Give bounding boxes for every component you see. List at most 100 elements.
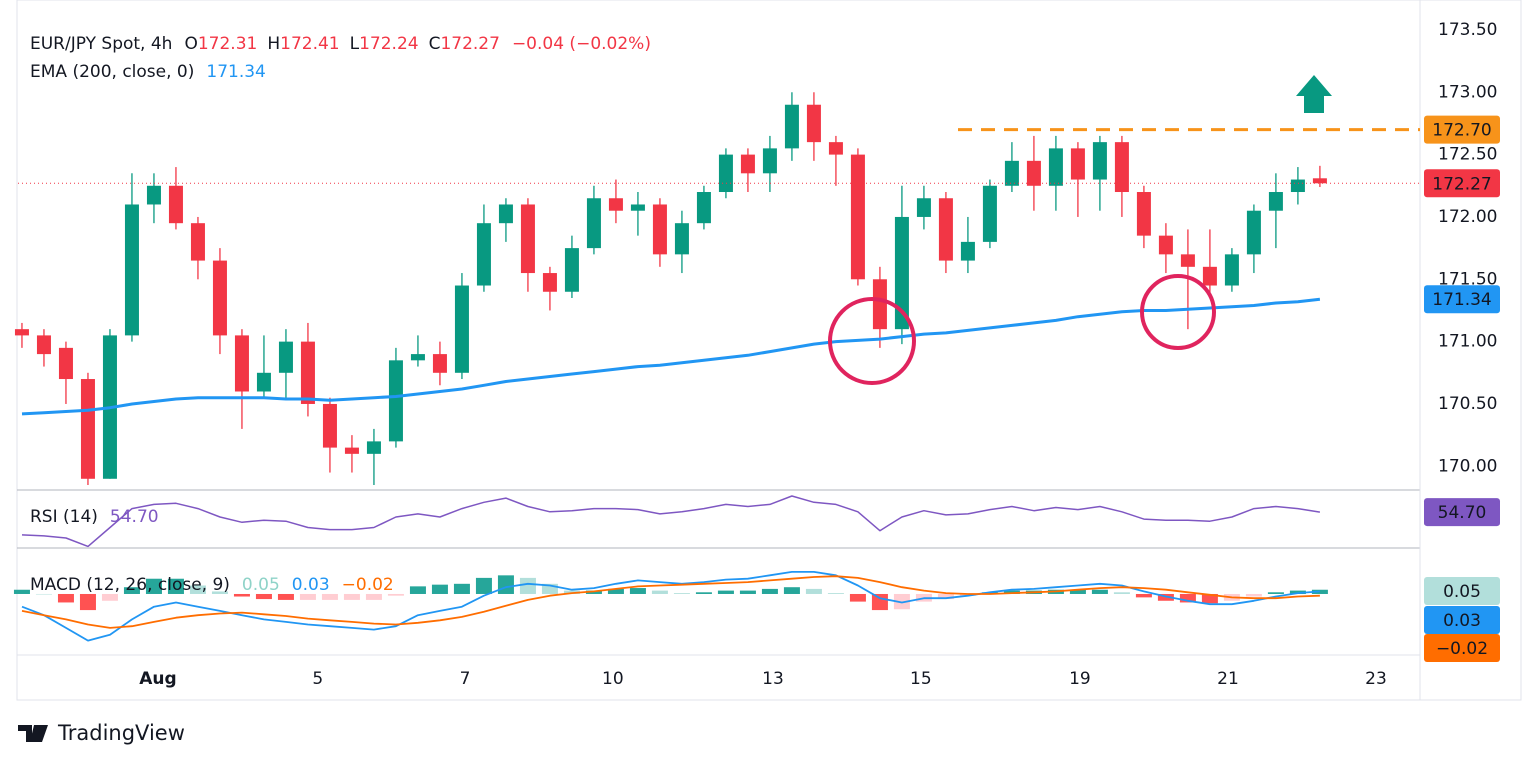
- x-tick-label: 23: [1365, 669, 1387, 689]
- candle-body: [982, 185, 997, 242]
- macd-name: MACD (12, 26, close, 9): [30, 575, 230, 595]
- y-tick-label: 172.00: [1438, 207, 1497, 227]
- candle-body: [1290, 179, 1305, 193]
- candle-body: [564, 248, 579, 292]
- histogram-bar: [805, 588, 822, 594]
- y-tick-label: 172.50: [1438, 145, 1497, 165]
- ohlc-value: 172.31: [198, 34, 257, 54]
- candle-body: [1202, 266, 1217, 286]
- histogram-bar: [651, 590, 668, 594]
- candle-body: [1180, 254, 1195, 267]
- candle-body: [454, 285, 469, 373]
- y-tick-label: 173.00: [1438, 82, 1497, 102]
- candle-body: [1092, 142, 1107, 180]
- ohlc-value: 172.41: [280, 34, 339, 54]
- candle-body: [784, 104, 799, 149]
- candle-body: [718, 154, 733, 193]
- candle-body: [344, 447, 359, 454]
- candle-body: [652, 204, 667, 255]
- x-tick-label: 13: [762, 669, 784, 689]
- signal-label-text: −0.02: [1436, 639, 1488, 659]
- macd-label-box: [1424, 606, 1500, 634]
- candle-body: [1048, 148, 1063, 186]
- candle-body: [36, 335, 51, 355]
- histogram-bar: [35, 593, 52, 595]
- histogram-bar: [871, 593, 888, 611]
- histogram-bar: [607, 588, 624, 594]
- histogram-bar: [849, 593, 866, 602]
- histogram-bar: [167, 578, 184, 594]
- candle-body: [410, 354, 425, 361]
- candle-body: [1268, 192, 1283, 211]
- histogram-bar: [519, 577, 536, 594]
- candle-body: [58, 347, 73, 380]
- histogram-label-box: [1424, 577, 1500, 605]
- rsi-value: 54.70: [110, 507, 159, 527]
- histogram-bar: [1179, 593, 1196, 603]
- candle-body: [542, 273, 557, 292]
- marks: [13, 92, 1420, 642]
- histogram-bar: [145, 578, 162, 594]
- histogram-bar: [475, 577, 492, 594]
- candle-body: [762, 148, 777, 174]
- histogram-bar: [783, 587, 800, 594]
- candle-body: [1246, 210, 1261, 255]
- candle-body: [1136, 192, 1151, 236]
- ohlc-label: L: [350, 34, 360, 54]
- histogram-bar: [717, 590, 734, 594]
- last-price-label-text: 172.27: [1432, 174, 1491, 194]
- candle-body: [850, 154, 865, 280]
- candle-body: [278, 341, 293, 373]
- candle-body: [14, 329, 29, 336]
- histogram-bar: [431, 584, 448, 594]
- candle-body: [806, 104, 821, 143]
- candle-body: [894, 216, 909, 330]
- candle-body: [1224, 254, 1239, 286]
- chart-frame: [16, 0, 1522, 701]
- histogram-bar: [629, 588, 646, 594]
- candle-body: [256, 372, 271, 392]
- last-price-label-box: [1424, 169, 1500, 198]
- candle-body: [674, 223, 689, 255]
- histogram-bar: [365, 593, 382, 600]
- candle-body: [1070, 148, 1085, 180]
- histogram-bar: [673, 593, 690, 594]
- candle-body: [608, 198, 623, 211]
- histogram-bar: [497, 575, 514, 594]
- macd-label-text: 0.03: [1443, 611, 1481, 631]
- highlight-circle: [1140, 274, 1216, 350]
- candle-body: [872, 279, 887, 330]
- histogram-bar: [695, 592, 712, 594]
- rsi-label-text: 54.70: [1438, 503, 1487, 523]
- histogram-bar: [255, 593, 272, 600]
- histogram-bar: [1267, 592, 1284, 594]
- histogram-bar: [321, 593, 338, 600]
- candle-body: [322, 403, 337, 448]
- candle-body: [630, 204, 645, 211]
- candle-body: [190, 223, 205, 261]
- ema-value: 171.34: [206, 62, 265, 82]
- histogram-bar: [409, 586, 426, 594]
- ema-label-text: 171.34: [1432, 290, 1491, 310]
- x-tick-label: 7: [460, 669, 471, 689]
- candle-body: [1026, 160, 1041, 186]
- candle-body: [124, 204, 139, 336]
- candle-body: [476, 223, 491, 286]
- candle-body: [388, 360, 403, 442]
- ema-name: EMA (200, close, 0): [30, 62, 194, 82]
- candle-body: [80, 379, 95, 479]
- ohlc-value: 172.24: [359, 34, 418, 54]
- highlight-circle: [828, 297, 916, 385]
- macd-legend: MACD (12, 26, close, 9) 0.05 0.03 −0.02: [30, 575, 394, 595]
- x-tick-label: 5: [312, 669, 323, 689]
- change: −0.04 (−0.02%): [512, 34, 651, 54]
- histogram-bar: [453, 583, 470, 594]
- x-tick-label: 15: [910, 669, 932, 689]
- candle-body: [1312, 178, 1327, 184]
- x-tick-label: 21: [1217, 669, 1239, 689]
- rsi-name: RSI (14): [30, 507, 98, 527]
- histogram-bar: [189, 585, 206, 594]
- ohlc-label: C: [429, 34, 441, 54]
- histogram-bar: [57, 593, 74, 603]
